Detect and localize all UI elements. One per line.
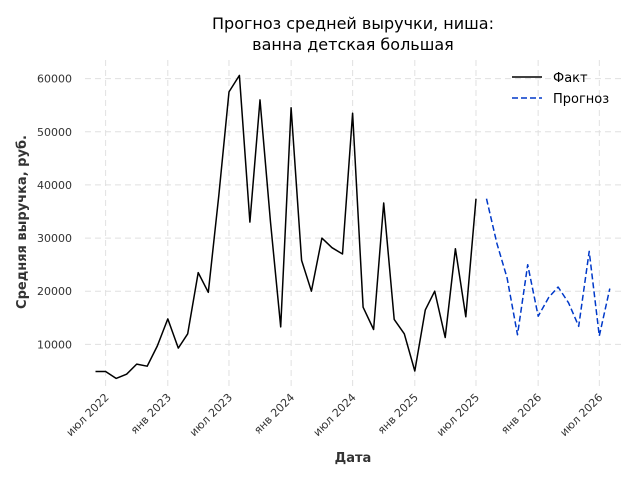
y-axis-label: Средняя выручка, руб.	[15, 135, 30, 309]
x-tick-label: янв 2025	[375, 391, 421, 437]
legend: Факт Прогноз	[512, 71, 609, 107]
x-tick-label: июл 2024	[311, 391, 359, 439]
y-tick-label: 40000	[37, 179, 72, 192]
y-tick-label: 50000	[37, 126, 72, 139]
y-tick-label: 60000	[37, 73, 72, 86]
y-tick-label: 30000	[37, 232, 72, 245]
grid	[85, 60, 625, 388]
y-tick-label: 20000	[37, 285, 72, 298]
x-tick-label: янв 2024	[251, 391, 297, 437]
x-tick-labels: июл 2022 янв 2023 июл 2023 янв 2024 июл 2024…	[64, 391, 606, 439]
x-tick-label: июл 2023	[187, 391, 235, 439]
chart-title-line-2: ванна детская большая	[252, 35, 454, 54]
series-lines	[95, 74, 611, 380]
x-tick-label: июл 2022	[64, 391, 112, 439]
chart-title-line-1: Прогноз средней выручки, ниша:	[212, 14, 494, 33]
x-tick-label: янв 2026	[498, 391, 544, 437]
x-tick-label: янв 2023	[128, 391, 174, 437]
series-line-forecast	[485, 198, 611, 337]
x-tick-label: июл 2026	[557, 391, 605, 439]
y-tick-labels: 10000 20000 30000 40000 50000 60000	[37, 73, 72, 352]
legend-label-fact: Факт	[553, 71, 588, 86]
x-tick-label: июл 2025	[434, 391, 482, 439]
x-axis-label: Дата	[335, 451, 372, 466]
legend-label-forecast: Прогноз	[553, 92, 609, 107]
series-line-fact	[95, 74, 477, 380]
y-tick-label: 10000	[37, 338, 72, 351]
